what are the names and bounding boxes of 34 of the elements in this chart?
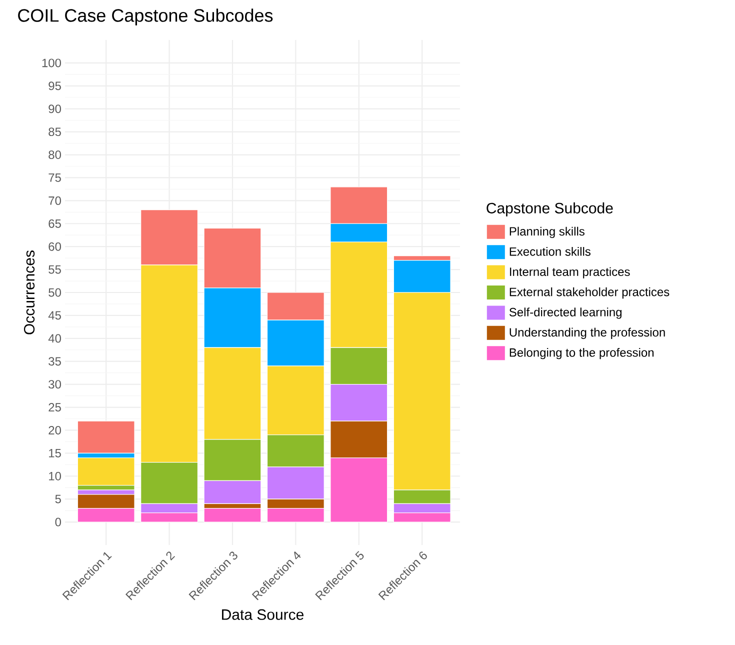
y-tick-label: 45 [48,311,61,320]
y-tick-label: 75 [48,174,61,182]
y-tick-label: 10 [49,472,62,480]
bar [77,457,135,486]
y-tick-label: 50 [48,288,62,297]
legend-label: Self-directed learning [509,308,622,319]
legend-label: Planning skills [510,226,584,238]
y-tick-label: 55 [48,265,61,274]
y-tick-label: 60 [48,242,62,251]
y-tick-label: 20 [48,426,62,434]
y-tick-label: 80 [48,150,62,160]
legend-label: Internal team practices [510,267,630,278]
y-tick-label: 40 [48,334,62,343]
y-tick-label: 15 [49,449,61,458]
chart-title: COIL Case Capstone Subcodes [18,8,273,26]
y-tick-label: 85 [48,128,61,136]
y-tick-label: 90 [48,104,62,114]
legend-label: Belonging to the profession [510,348,654,360]
y-tick-label: 0 [55,518,62,526]
legend-title: Capstone Subcode [486,202,613,216]
y-tick-label: 35 [48,357,61,366]
y-axis-title: Occurrences [24,250,35,334]
legend-label: Execution skills [510,247,590,256]
legend-label: External stakeholder practices [510,287,670,299]
bar [77,420,135,454]
legend-label: Understanding the profession [510,328,665,339]
y-tick-label: 100 [42,58,61,68]
y-tick-label: 30 [48,380,62,389]
y-tick-label: 95 [48,82,61,90]
y-tick-label: 65 [48,219,61,228]
y-tick-label: 70 [48,196,62,205]
y-tick-label: 25 [48,403,61,412]
y-tick-label: 5 [55,494,61,504]
x-axis-title: Data Source [222,609,304,620]
